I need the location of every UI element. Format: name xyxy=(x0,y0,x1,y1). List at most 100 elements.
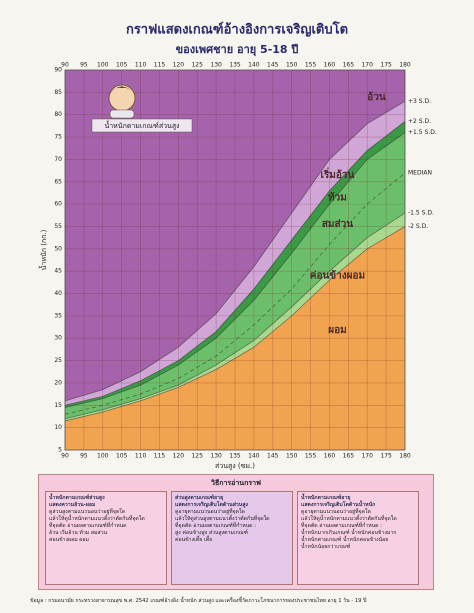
box-line: ดูส่วนสูงตามแนวนอนว่าอยู่ที่จุดใด xyxy=(49,509,126,515)
box-heading: แสดงการเจริญเติบโตด้านส่วนสูง xyxy=(175,502,249,508)
legend-label: MEDIAN xyxy=(408,169,432,176)
box-heading: แสดงการเจริญเติบโตด้านน้ำหนัก xyxy=(301,502,376,508)
x-tick-label: 160 xyxy=(324,453,336,460)
zone-fill xyxy=(65,226,405,450)
x-tick-label: 90 xyxy=(61,453,69,460)
zone-label: ท้วม xyxy=(328,191,347,203)
zone-label: เริ่มอ้วน xyxy=(321,167,355,181)
y-tick-label: 55 xyxy=(54,223,62,230)
guide-box: ส่วนสูงตามเกณฑ์อายุ แสดงการเจริญเติบโตด้า… xyxy=(171,491,293,585)
curve xyxy=(64,226,406,422)
chart-subtitle: ของเพศชาย อายุ 5-18 ปี xyxy=(176,43,299,57)
box-line: ค่อนข้างผอม ผอม xyxy=(49,537,89,543)
y-tick-label: 30 xyxy=(54,335,62,342)
legend-label: +1.5 S.D. xyxy=(408,129,437,136)
y-tick-label: 60 xyxy=(54,201,62,208)
x-tick-label: 145 xyxy=(267,453,279,460)
y-tick-label: 65 xyxy=(54,178,62,185)
box-line: ที่จุดตัด อ่านผลตามเกณฑ์ที่กำหนด : xyxy=(301,523,382,529)
chart-title: กราฟแสดงเกณฑ์อ้างอิงการเจริญเติบโต xyxy=(126,21,348,38)
box-heading: น้ำหนักตามเกณฑ์อายุ xyxy=(301,495,351,501)
x-tick-label: 155 xyxy=(305,453,317,460)
y-tick-label: 75 xyxy=(54,134,62,141)
y-tick-label: 35 xyxy=(54,312,62,319)
x-tick-label: 170 xyxy=(361,62,373,69)
x-tick-label: 140 xyxy=(248,453,260,460)
box-line: สูง ค่อนข้างสูง ส่วนสูงตามเกณฑ์ xyxy=(175,530,248,536)
y-axis-label: น้ำหนัก (กก.) xyxy=(37,229,48,270)
x-tick-label: 145 xyxy=(267,62,279,69)
x-tick-label: 90 xyxy=(61,62,69,69)
box-line: อ้วน เริ่มอ้วน ท้วม สมส่วน xyxy=(49,530,108,536)
x-tick-label: 175 xyxy=(380,453,392,460)
boy-hair xyxy=(109,86,135,95)
y-tick-label: 85 xyxy=(54,89,62,96)
x-tick-label: 170 xyxy=(361,453,373,460)
x-tick-label: 105 xyxy=(116,453,128,460)
inset-label: น้ำหนักตามเกณฑ์ส่วนสูง xyxy=(104,119,179,130)
box-heading: แสดงความอ้วน-ผอม xyxy=(49,502,96,508)
x-tick-label: 180 xyxy=(399,62,411,69)
box-line: น้ำหนักมากเกินเกณฑ์ น้ำหนักค่อนข้างมาก xyxy=(301,530,397,536)
y-tick-label: 45 xyxy=(54,268,62,275)
y-tick-label: 15 xyxy=(54,402,62,409)
x-axis-label: ส่วนสูง (ซม.) xyxy=(215,462,255,470)
x-tick-label: 100 xyxy=(97,453,109,460)
legend-label: +2 S.D. xyxy=(408,118,431,125)
curve xyxy=(64,121,406,406)
x-tick-label: 115 xyxy=(154,62,166,69)
plot-border xyxy=(64,69,406,451)
box-line: ดูอายุตามแนวนอนว่าอยู่ที่จุดใด xyxy=(175,509,245,515)
x-tick-label: 155 xyxy=(305,62,317,69)
box-line: ดูอายุตามแนวนอนว่าอยู่ที่จุดใด xyxy=(301,509,371,515)
zone-label: สมส่วน xyxy=(322,218,353,230)
box-line: ค่อนข้างเตี้ย เตี้ย xyxy=(175,537,213,543)
boy-icon xyxy=(108,84,136,119)
y-tick-label: 50 xyxy=(54,245,62,252)
box-line: แล้วให้ดูน้ำหนักตามแนวตั้งว่าตัดกันที่จุ… xyxy=(49,516,145,522)
curve xyxy=(64,172,406,415)
curve xyxy=(64,132,406,408)
y-tick-label: 20 xyxy=(54,379,62,386)
curve xyxy=(64,212,406,420)
y-tick-label: 40 xyxy=(54,290,62,297)
x-tick-label: 110 xyxy=(135,453,147,460)
legend-label: +3 S.D. xyxy=(408,98,431,105)
x-tick-label: 130 xyxy=(210,62,222,69)
x-tick-label: 160 xyxy=(324,62,336,69)
zone-label: อ้วน xyxy=(367,91,386,103)
zone-label: ผอม xyxy=(328,325,346,336)
x-tick-label: 120 xyxy=(173,453,185,460)
x-tick-label: 95 xyxy=(80,453,88,460)
y-tick-label: 80 xyxy=(54,111,62,118)
y-tick-label: 25 xyxy=(54,357,62,364)
x-tick-label: 150 xyxy=(286,62,298,69)
guide-box: น้ำหนักตามเกณฑ์ส่วนสูง แสดงความอ้วน-ผอม ดู… xyxy=(45,491,167,585)
x-tick-label: 95 xyxy=(80,62,88,69)
footer: ข้อมูล : กรมอนามัย กระทรวงสาธารณสุข พ.ศ.… xyxy=(30,598,367,604)
guide-panel: วิธีการอ่านกราฟ น้ำหนักตามเกณฑ์ส่วนสูง แส… xyxy=(38,474,434,590)
box-heading: ส่วนสูงตามเกณฑ์อายุ xyxy=(175,495,224,501)
x-tick-label: 165 xyxy=(343,62,355,69)
box-line: น้ำหนักตามเกณฑ์ น้ำหนักค่อนข้างน้อย xyxy=(301,537,389,543)
zone-label: ค่อนข้างผอม xyxy=(310,270,365,282)
x-tick-label: 125 xyxy=(191,453,203,460)
guide-title: วิธีการอ่านกราฟ xyxy=(211,479,261,487)
y-tick-label: 70 xyxy=(54,156,62,163)
boy-body xyxy=(109,109,135,119)
x-tick-label: 125 xyxy=(191,62,203,69)
box-line: แล้วให้ดูน้ำหนักตามแนวตั้งว่าตัดกันที่จุ… xyxy=(301,516,397,522)
y-tick-label: 5 xyxy=(58,447,62,454)
plot-area xyxy=(64,69,406,451)
x-tick-label: 100 xyxy=(97,62,109,69)
legend-label: -1.5 S.D. xyxy=(408,210,434,217)
x-tick-label: 175 xyxy=(380,62,392,69)
guide-box: น้ำหนักตามเกณฑ์อายุ แสดงการเจริญเติบโตด้า… xyxy=(297,491,419,585)
x-tick-label: 105 xyxy=(116,62,128,69)
box-line: ที่จุดตัด อ่านผลตามเกณฑ์ที่กำหนด : xyxy=(175,523,256,529)
boy-face xyxy=(108,84,136,112)
x-tick-label: 120 xyxy=(173,62,185,69)
x-tick-label: 115 xyxy=(154,453,166,460)
